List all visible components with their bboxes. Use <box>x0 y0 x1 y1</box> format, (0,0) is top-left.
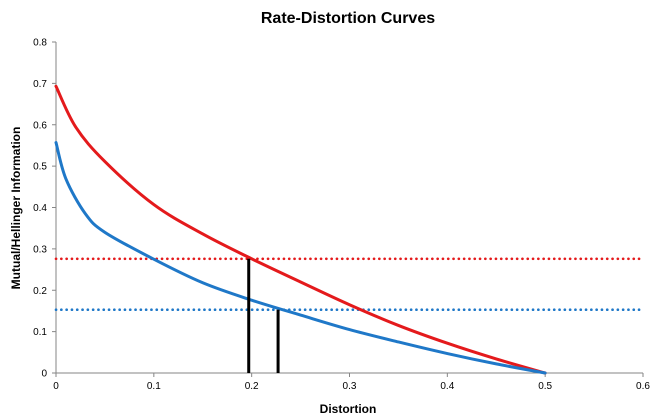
x-tick-label: 0.1 <box>147 381 161 392</box>
x-tick-label: 0.3 <box>343 381 357 392</box>
y-tick-label: 0.1 <box>33 327 47 338</box>
x-tick-label: 0.6 <box>636 381 650 392</box>
y-tick-label: 0 <box>41 369 47 380</box>
rate-distortion-curve-1 <box>54 84 547 375</box>
y-tick-label: 0.6 <box>33 120 47 131</box>
x-tick-label: 0.4 <box>440 381 454 392</box>
y-tick-label: 0.4 <box>33 203 47 214</box>
x-tick-label: 0.2 <box>245 381 259 392</box>
y-tick-label: 0.3 <box>33 244 47 255</box>
y-tick-label: 0.5 <box>33 162 47 173</box>
y-tick-label: 0.7 <box>33 79 47 90</box>
y-tick-label: 0.2 <box>33 286 47 297</box>
rate-distortion-curve-2 <box>54 141 547 375</box>
chart-title: Rate-Distortion Curves <box>261 10 435 27</box>
y-axis-label: Mutual/Hellinger Information <box>9 127 23 290</box>
x-tick-label: 0 <box>53 381 59 392</box>
plot-area: 0 0.1 0.2 0.3 0.4 0.5 0.6 0.7 0.8 0 0.1 0.2 0.3 0.4 0.… <box>33 38 650 393</box>
x-tick-label: 0.5 <box>538 381 552 392</box>
x-axis-label: Distortion <box>320 402 377 416</box>
y-tick-label: 0.8 <box>33 38 47 49</box>
